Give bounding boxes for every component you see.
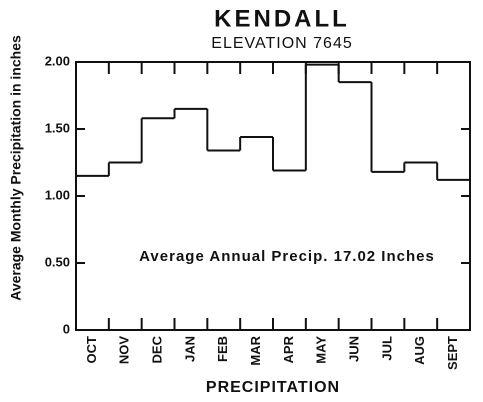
x-tick-label: AUG: [412, 336, 427, 365]
chart-subtitle: ELEVATION 7645: [211, 35, 352, 52]
x-tick-label: NOV: [117, 336, 132, 365]
y-axis-label: Average Monthly Precipitation in inches: [8, 35, 24, 301]
x-tick-label: APR: [281, 335, 296, 363]
x-tick-label: JUN: [347, 336, 362, 362]
y-tick-label: 1.00: [45, 187, 70, 202]
y-tick-label: 0: [63, 321, 70, 336]
x-tick-label: FEB: [215, 336, 230, 362]
x-tick-label: MAY: [314, 336, 329, 364]
x-tick-label: JUL: [379, 336, 394, 361]
x-tick-label: OCT: [84, 336, 99, 364]
chart-title: KENDALL: [214, 5, 350, 32]
x-tick-label: JAN: [182, 336, 197, 362]
annotation: Average Annual Precip. 17.02 Inches: [139, 248, 435, 265]
y-tick-label: 0.50: [45, 254, 70, 269]
plot-frame: [75, 61, 471, 331]
x-axis-label: PRECIPITATION: [206, 379, 340, 396]
y-tick-label: 2.00: [45, 53, 70, 68]
x-tick-label: DEC: [150, 335, 165, 363]
y-tick-label: 1.50: [45, 120, 70, 135]
x-tick-label: SEPT: [445, 336, 460, 370]
x-tick-label: MAR: [248, 335, 263, 365]
